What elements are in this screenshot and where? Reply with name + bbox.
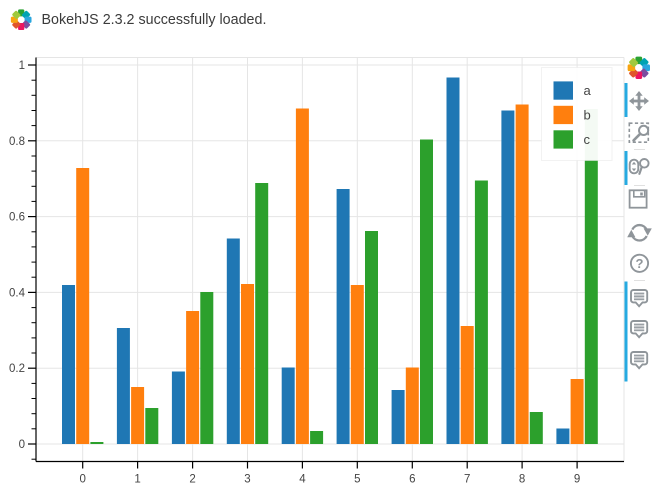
svg-text:0: 0 (79, 474, 85, 486)
svg-text:0.8: 0.8 (9, 136, 25, 148)
svg-text:?: ? (636, 256, 644, 271)
svg-text:2: 2 (189, 474, 195, 486)
svg-text:8: 8 (519, 474, 525, 486)
svg-text:5: 5 (354, 474, 360, 486)
svg-text:BokehJS 2.3.2 successfully loa: BokehJS 2.3.2 successfully loaded. (42, 12, 267, 28)
svg-text:0.2: 0.2 (9, 363, 25, 375)
svg-text:0: 0 (19, 439, 25, 451)
svg-text:0.6: 0.6 (9, 212, 25, 224)
svg-text:4: 4 (299, 474, 306, 486)
svg-text:6: 6 (409, 474, 415, 486)
svg-text:b: b (584, 107, 591, 122)
svg-text:1: 1 (134, 474, 140, 486)
svg-text:7: 7 (464, 474, 470, 486)
svg-text:0.4: 0.4 (9, 287, 26, 299)
svg-text:3: 3 (244, 474, 250, 486)
svg-text:c: c (584, 132, 591, 147)
svg-text:a: a (584, 83, 592, 98)
svg-text:9: 9 (574, 474, 580, 486)
svg-text:1: 1 (19, 60, 25, 72)
